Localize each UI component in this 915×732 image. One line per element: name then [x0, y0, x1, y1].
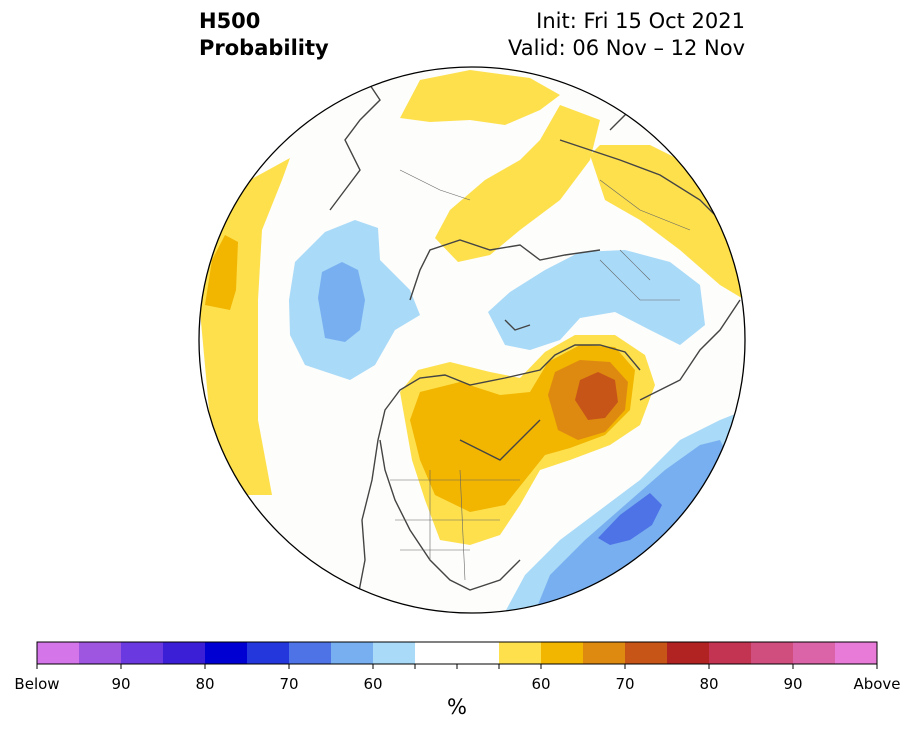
colorbar-tick-label: Above: [853, 675, 901, 693]
colorbar-cell: [289, 642, 332, 664]
colorbar-cell: [499, 642, 542, 664]
title-left: H500 Probability: [199, 8, 329, 62]
colorbar-unit: %: [447, 695, 467, 719]
colorbar-cell: [835, 642, 878, 664]
colorbar-cell: [331, 642, 374, 664]
valid-range: Valid: 06 Nov – 12 Nov: [508, 36, 745, 60]
colorbar-cell: [709, 642, 752, 664]
colorbar-cell: [457, 642, 500, 664]
political-boundaries: [390, 169, 691, 581]
colorbar-cell: [205, 642, 248, 664]
colorbar-cell: [121, 642, 164, 664]
colorbar-cell: [373, 642, 416, 664]
above-normal-eastern-pacific-core: [205, 235, 238, 310]
colorbar-tick-label: 70: [615, 675, 635, 693]
colorbar-cell: [751, 642, 794, 664]
colorbar-tick-label: 80: [699, 675, 719, 693]
init-date: Init: Fri 15 Oct 2021: [536, 9, 745, 33]
above-normal-eastern-canada-peak: [575, 372, 618, 420]
map-boundary: [198, 66, 746, 614]
above-normal-siberia: [400, 70, 560, 125]
colorbar-cell: [541, 642, 584, 664]
colorbar-tick-label: 90: [111, 675, 131, 693]
colorbar-tick-label: 70: [279, 675, 299, 693]
title-right: Init: Fri 15 Oct 2021 Valid: 06 Nov – 12…: [508, 8, 745, 62]
probability-map: [198, 66, 746, 614]
below-normal-central-pacific-core: [318, 262, 365, 342]
below-normal-western-atlantic-core: [598, 493, 662, 545]
above-normal-arctic-band: [435, 105, 600, 262]
colorbar-cells: [37, 642, 878, 664]
colorbar-cell: [583, 642, 626, 664]
colorbar-cell: [163, 642, 206, 664]
colorbar-tick-label: 90: [783, 675, 803, 693]
colorbar-cell: [415, 642, 458, 664]
colorbar-tick-label: 60: [531, 675, 551, 693]
coastlines: [329, 84, 741, 613]
colorbar-tick-label: Below: [14, 675, 60, 693]
colorbar-cell: [667, 642, 710, 664]
colorbar-cell: [37, 642, 80, 664]
variable-label: H500: [199, 9, 261, 33]
below-normal-europe: [488, 250, 705, 350]
colorbar-tick-label: 80: [195, 675, 215, 693]
colorbar-cell: [247, 642, 290, 664]
product-label: Probability: [199, 36, 329, 60]
colorbar-cell: [625, 642, 668, 664]
colorbar-tick-label: 60: [363, 675, 383, 693]
colorbar-ticks: [36, 664, 878, 669]
colorbar-cell: [793, 642, 836, 664]
colorbar-cell: [79, 642, 122, 664]
